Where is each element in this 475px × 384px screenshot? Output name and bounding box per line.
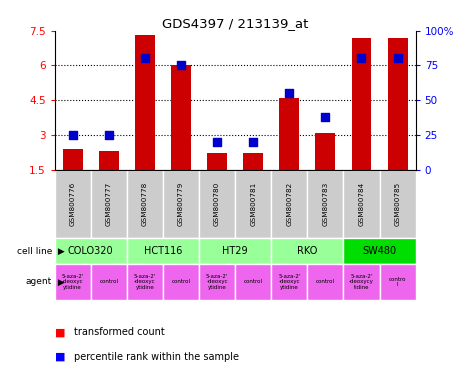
Bar <box>91 170 127 238</box>
Point <box>213 139 221 145</box>
Bar <box>343 238 416 265</box>
Text: control: control <box>316 280 335 285</box>
Text: control: control <box>244 280 263 285</box>
Text: ■: ■ <box>55 327 65 337</box>
Point <box>249 139 257 145</box>
Text: 5-aza-2'
-deoxyc
ytidine: 5-aza-2' -deoxyc ytidine <box>278 274 301 290</box>
Point <box>141 55 149 61</box>
Text: GSM800781: GSM800781 <box>250 182 256 226</box>
Point <box>285 90 293 96</box>
Text: control: control <box>99 280 118 285</box>
Bar <box>55 238 127 265</box>
Text: HT29: HT29 <box>222 247 248 257</box>
Point <box>69 132 76 138</box>
Bar <box>279 98 299 204</box>
Bar <box>315 132 335 204</box>
Bar <box>207 153 227 204</box>
Bar <box>271 170 307 238</box>
Bar <box>199 238 271 265</box>
Text: contro
l: contro l <box>389 276 406 287</box>
Text: percentile rank within the sample: percentile rank within the sample <box>74 352 238 362</box>
Text: HCT116: HCT116 <box>144 247 182 257</box>
Bar <box>307 170 343 238</box>
Text: GSM800776: GSM800776 <box>70 182 76 226</box>
Point <box>358 55 365 61</box>
Point <box>394 55 401 61</box>
Bar <box>127 265 163 300</box>
Bar <box>271 265 307 300</box>
Text: COLO320: COLO320 <box>68 247 114 257</box>
Text: GSM800785: GSM800785 <box>395 182 400 226</box>
Bar <box>235 265 271 300</box>
Text: control: control <box>171 280 190 285</box>
Bar <box>307 265 343 300</box>
Bar <box>163 265 199 300</box>
Bar <box>352 38 371 204</box>
Text: transformed count: transformed count <box>74 327 164 337</box>
Text: GSM800782: GSM800782 <box>286 182 292 226</box>
Bar <box>99 151 119 204</box>
Bar <box>271 238 343 265</box>
Point <box>105 132 113 138</box>
Bar <box>171 65 191 204</box>
Bar <box>63 149 83 204</box>
Text: GSM800778: GSM800778 <box>142 182 148 226</box>
Bar <box>243 153 263 204</box>
Text: ▶: ▶ <box>55 278 65 286</box>
Bar <box>127 238 199 265</box>
Bar <box>380 170 416 238</box>
Bar <box>55 265 91 300</box>
Bar <box>199 170 235 238</box>
Bar <box>380 265 416 300</box>
Point <box>322 114 329 120</box>
Bar <box>127 170 163 238</box>
Text: GSM800784: GSM800784 <box>359 182 364 226</box>
Text: ■: ■ <box>55 352 65 362</box>
Bar <box>163 170 199 238</box>
Point <box>177 62 185 68</box>
Text: GSM800780: GSM800780 <box>214 182 220 226</box>
Text: cell line: cell line <box>17 247 52 256</box>
Bar <box>55 170 91 238</box>
Text: ▶: ▶ <box>55 247 65 256</box>
Text: 5-aza-2'
-deoxyc
ytidine: 5-aza-2' -deoxyc ytidine <box>133 274 156 290</box>
Text: 5-aza-2'
-deoxycy
tidine: 5-aza-2' -deoxycy tidine <box>349 274 374 290</box>
Bar <box>343 265 380 300</box>
Bar <box>135 35 155 204</box>
Text: agent: agent <box>26 278 52 286</box>
Text: GSM800779: GSM800779 <box>178 182 184 226</box>
Text: RKO: RKO <box>297 247 317 257</box>
Bar <box>343 170 380 238</box>
Title: GDS4397 / 213139_at: GDS4397 / 213139_at <box>162 17 308 30</box>
Text: 5-aza-2'
-deoxyc
ytidine: 5-aza-2' -deoxyc ytidine <box>61 274 84 290</box>
Bar <box>91 265 127 300</box>
Bar <box>388 38 408 204</box>
Bar <box>199 265 235 300</box>
Bar <box>235 170 271 238</box>
Text: GSM800777: GSM800777 <box>106 182 112 226</box>
Text: GSM800783: GSM800783 <box>323 182 328 226</box>
Text: SW480: SW480 <box>362 247 397 257</box>
Text: 5-aza-2'
-deoxyc
ytidine: 5-aza-2' -deoxyc ytidine <box>206 274 228 290</box>
